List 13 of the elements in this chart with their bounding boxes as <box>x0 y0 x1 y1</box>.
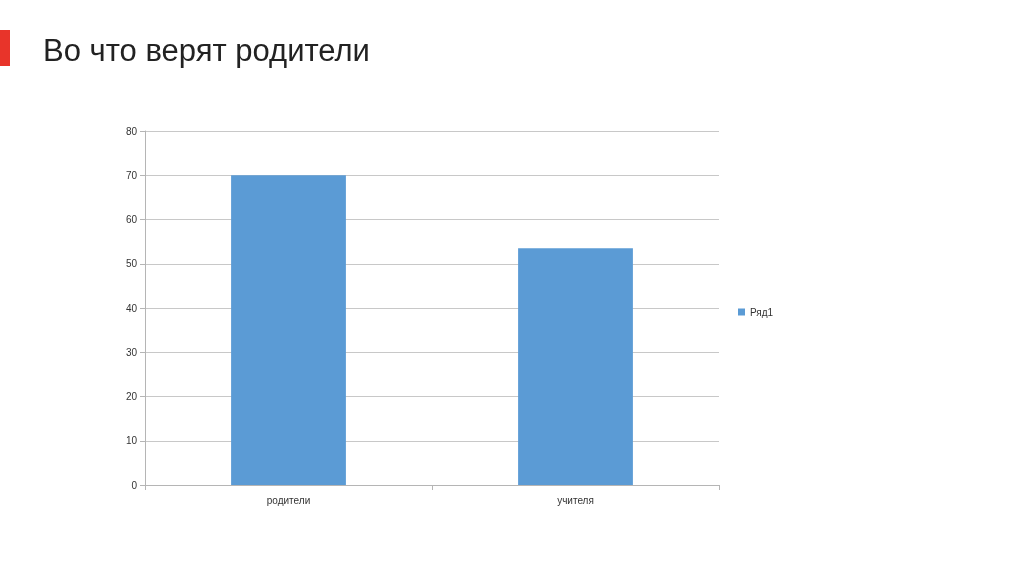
y-tick-label: 70 <box>125 169 138 181</box>
y-tick-label: 60 <box>125 214 138 225</box>
y-tick-label: 30 <box>125 346 138 358</box>
y-tick-label: 80 <box>125 125 138 137</box>
y-tick-label: 40 <box>125 302 138 314</box>
legend-label: Ряд1 <box>750 306 774 318</box>
y-tick-label: 50 <box>125 258 138 270</box>
chart-title: Во что верят родители <box>43 33 370 68</box>
x-tick-label: родители <box>266 494 311 506</box>
y-tick-label: 10 <box>125 435 138 447</box>
y-tick-label: 20 <box>125 391 138 402</box>
y-tick-label: 0 <box>131 479 138 491</box>
x-tick-label: учителя <box>557 494 594 506</box>
